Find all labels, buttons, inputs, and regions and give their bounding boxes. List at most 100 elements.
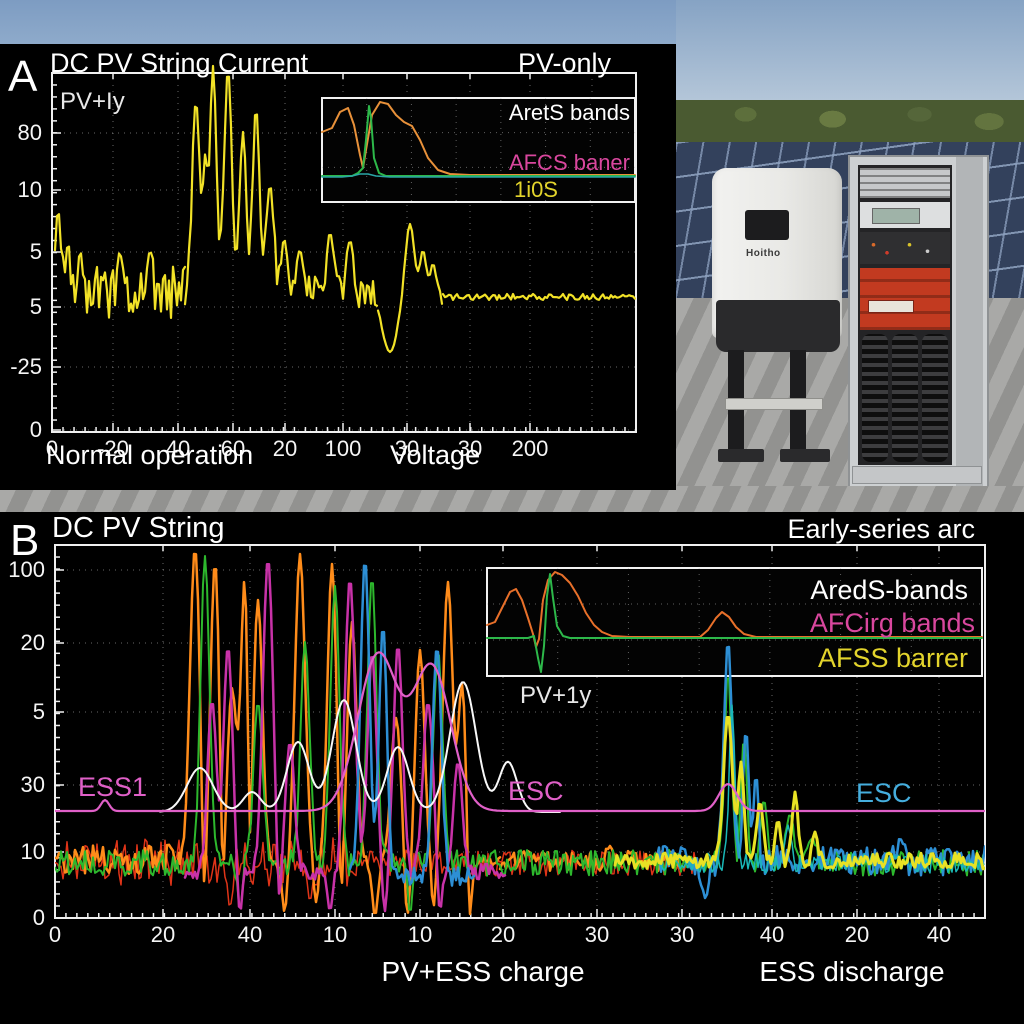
panel-b-traces [55,552,985,916]
panel-b-x-tick-label: 20 [151,922,175,947]
trace-inset-arc-band-orange [486,571,983,648]
photo-rack-cable-coil [892,334,918,462]
photo-rack-io-module [860,232,950,264]
photo-rack-cable-coil [862,334,888,462]
photo-background: Hoitho [676,0,1024,512]
panel-a-trace-label: PV+Iy [60,88,125,115]
panel-a-x-tick-label: 60 [221,436,245,461]
panel-b-legend-arc-bands: AredS-bands [810,575,968,605]
photo-roof-deck-strip [0,486,1024,514]
panel-b-y-tick-label: 5 [33,699,45,724]
panel-a-x-tick-label: 200 [512,436,549,461]
panel-a-y-tick-label: -25 [10,354,42,379]
photo-rack-display-screen [872,208,920,224]
photo-rack-instrument-module [860,168,950,198]
photo-treeline [676,100,1024,148]
trace-string-current-blue [348,564,985,900]
trace-string-current-teal [659,704,985,874]
panel-b-footer-left: PV+ESS charge [381,956,585,987]
trace-pv-string-current-yellow [53,64,636,354]
panel-b-annotation-esc-blue: ESC [856,778,912,808]
trace-inset-arc-band-green [486,573,983,673]
panel-b-axis-ticks [54,544,986,919]
panel-a-x-tick-label: 100 [325,436,362,461]
trace-inset-arc-band-orange [321,101,636,176]
panel-b-x-tick-label: 30 [670,922,694,947]
panel-a-corner-right-label: PV-only [518,48,612,78]
panel-a-legend-afcs: AFCS baner [508,150,630,175]
panel-a-footer-right: Voltage [390,440,481,470]
panel-a-y-tick-label: 80 [18,120,42,145]
photo-rack-side-panel [956,157,983,498]
photo-rack-battery-module [860,268,950,330]
panel-a-traces [53,64,636,354]
panel-a-legend-ios: 1i0S [513,177,558,202]
panel-b-x-tick-label: 40 [760,922,784,947]
panel-a-y-tick-label: 5 [30,239,42,264]
panel-b: 0 20 40 10 10 20 30 30 40 20 40 100 20 5 30 10 0 B DC PV… [0,512,1024,1024]
panel-b-inset [486,567,983,677]
panel-b-y-tick-label: 20 [21,630,45,655]
photo-rack-cable-coil [922,334,948,462]
photo-inverter-crossbar [725,398,823,410]
panel-b-annotation-ess1: ESS1 [78,772,148,802]
photo-inverter-foot [780,449,830,462]
panel-b-y-tick-label: 10 [21,839,45,864]
panel-b-x-tick-label: 10 [323,922,347,947]
panel-b-x-tick-label: 30 [585,922,609,947]
panel-b-legend-afss: AFSS barrer [817,643,968,673]
panel-b-footer-right: ESS discharge [759,956,945,987]
panel-b-x-tick-label: 40 [927,922,951,947]
panel-a-legend-arc-bands: AretS bands [508,100,630,125]
panel-a-label: A [8,52,38,101]
trace-detector-envelope-white [159,681,561,813]
panel-a-y-tick-label: 10 [18,177,42,202]
panel-b-x-tick-label: 0 [49,922,61,947]
panel-b-x-tick-label: 10 [408,922,432,947]
panel-a-x-tick-label: 40 [166,436,190,461]
panel-a-x-tick-label: 20 [273,436,297,461]
photo-rack-battery-label [868,300,914,313]
trace-inset-arc-band-teal [321,173,636,178]
panel-b-y-tick-label: 0 [33,905,45,930]
trace-inset-arc-band-green [321,105,636,177]
panel-b-corner-right-label: Early-series arc [787,514,975,544]
panel-b-y-tick-label: 30 [21,772,45,797]
panel-a-x-tick-label: 30 [458,436,482,461]
panel-a-inset [321,97,636,203]
photo-inverter-foot [718,449,764,462]
panel-a-x-tick-label: 30 [395,436,419,461]
panel-a-y-tick-label: 5 [30,294,42,319]
panel-a-x-tick-label: -20 [97,436,129,461]
panel-b-y-tick-label: 100 [8,557,45,582]
panel-a-y-tick-label: 0 [30,417,42,442]
panel-b-legend-afc: AFCirg bands [809,608,975,638]
photo-inverter-base [716,300,840,352]
panel-b-title: DC PV String [52,512,225,544]
panel-b-x-tick-label: 20 [845,922,869,947]
photo-inverter-brand-text: Hoitho [746,248,781,259]
panel-b-plot-frame [54,544,986,919]
panel-b-x-tick-label: 20 [491,922,515,947]
panel-a-title: DC PV String Current [50,48,309,78]
trace-afss-barrier-yellow [613,716,985,871]
panel-a-axis-ticks [51,72,637,433]
panel-a-footer-left: Normal operation [46,440,254,470]
panel-a-x-tick-label: 0 [46,436,58,461]
panel-a: 0 -20 40 60 20 100 30 30 200 80 10 5 5 -25 0 A DC PV S… [0,44,676,490]
trace-ess-threshold-pink [55,651,985,813]
panel-b-inset-caption: PV+1y [520,682,592,709]
trace-string-current-magenta [183,562,507,913]
panel-a-plot: 0 -20 40 60 20 100 30 30 200 80 10 5 5 -25 0 [10,64,637,461]
panel-b-x-tick-label: 40 [238,922,262,947]
trace-string-current-green [55,555,985,911]
panel-b-annotation-esc-pink: ESC [508,776,564,806]
panel-b-label: B [10,516,40,565]
photo-rack-base [852,466,982,484]
panel-a-tick-labels: 0 -20 40 60 20 100 30 30 200 80 10 5 5 -25 0 [10,120,548,461]
photo-sky [676,0,1024,112]
photo-inverter-display [745,210,789,240]
